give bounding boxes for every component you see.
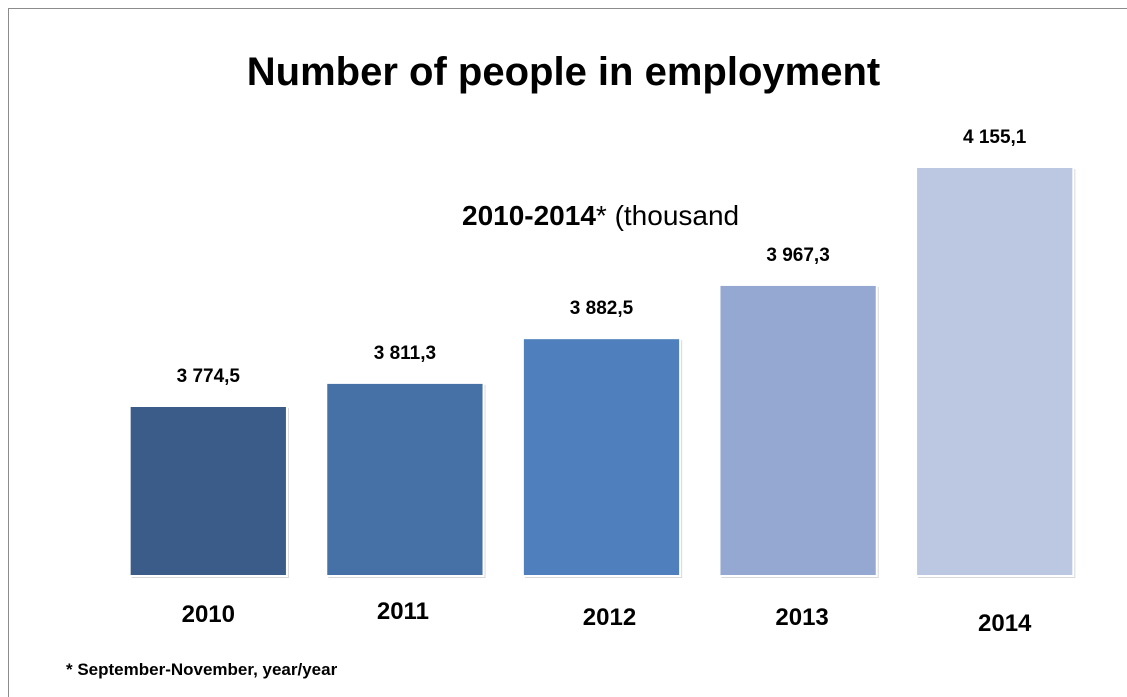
- x-tick-label-2010: 2010: [182, 601, 235, 628]
- value-label-2010: 3 774,5: [177, 366, 241, 387]
- chart-subtitle-years: 2010-2014: [462, 200, 596, 231]
- chart-footnote: * September-November, year/year: [66, 660, 338, 679]
- value-label-2012: 3 882,5: [570, 298, 634, 319]
- x-tick-label-2014: 2014: [978, 610, 1032, 637]
- chart-subtitle: 2010-2014* (thousand: [462, 200, 739, 232]
- value-label-2014: 4 155,1: [963, 127, 1027, 148]
- bar-2010: [128, 405, 288, 577]
- chart-frame: [8, 8, 1127, 697]
- bar-2014: [915, 166, 1075, 577]
- x-tick-label-2012: 2012: [583, 604, 636, 631]
- x-tick-label-2011: 2011: [377, 598, 429, 625]
- value-label-2013: 3 967,3: [766, 245, 829, 266]
- bar-2013: [718, 283, 878, 577]
- bar-2011: [325, 381, 485, 578]
- chart-title: Number of people in employment: [246, 50, 881, 94]
- bar-2012: [521, 337, 682, 577]
- x-tick-label-2013: 2013: [775, 604, 828, 631]
- value-label-2011: 3 811,3: [374, 343, 436, 364]
- chart-subtitle-unit: * (thousand: [595, 200, 740, 231]
